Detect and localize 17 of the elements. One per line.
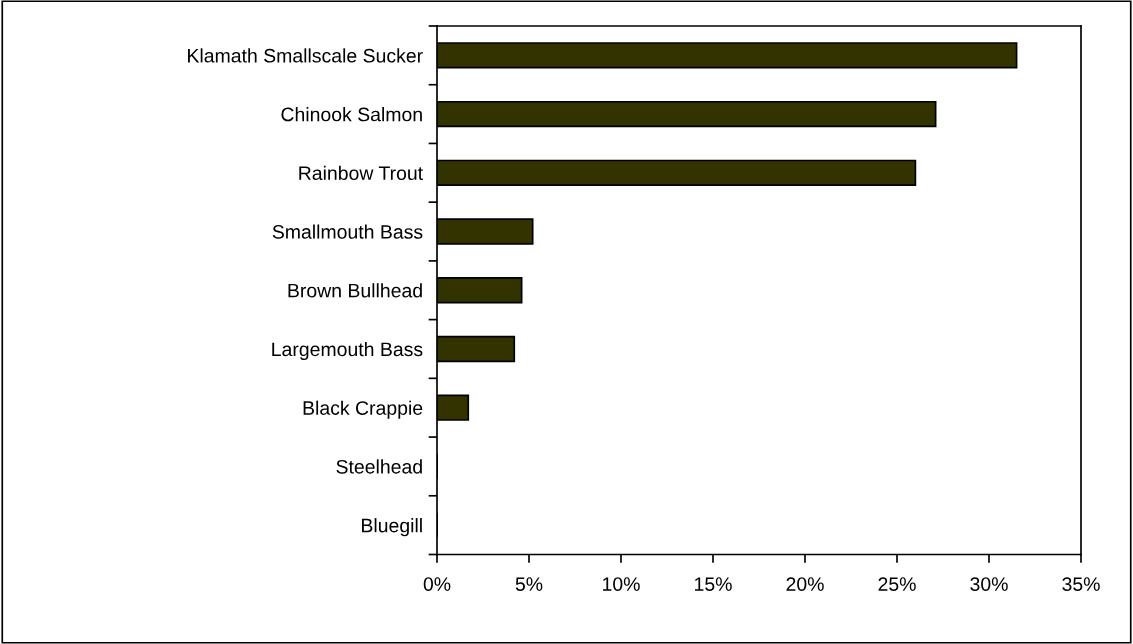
x-tick-label: 30% xyxy=(970,577,1008,591)
x-tick-label: 0% xyxy=(423,577,451,591)
y-tick-label: Klamath Smallscale Sucker xyxy=(188,48,423,63)
y-tick-label: Rainbow Trout xyxy=(299,165,423,181)
x-tick-label: 20% xyxy=(786,577,824,591)
y-tick-label: Bluegill xyxy=(362,518,422,537)
y-tick-label: Smallmouth Bass xyxy=(272,224,423,239)
x-tick-label: 10% xyxy=(603,577,640,591)
x-tick-label: 25% xyxy=(878,577,916,591)
y-tick-label: Steelhead xyxy=(336,459,422,474)
y-tick-label: Black Crappie xyxy=(303,400,423,419)
x-tick-label: 35% xyxy=(1062,577,1100,591)
y-tick-label: Chinook Salmon xyxy=(281,107,422,122)
x-tick-label: 15% xyxy=(695,577,732,591)
y-tick-label: Largemouth Bass xyxy=(272,341,423,361)
x-tick-label: 5% xyxy=(515,577,543,591)
y-tick-label: Brown Bullhead xyxy=(288,283,422,298)
